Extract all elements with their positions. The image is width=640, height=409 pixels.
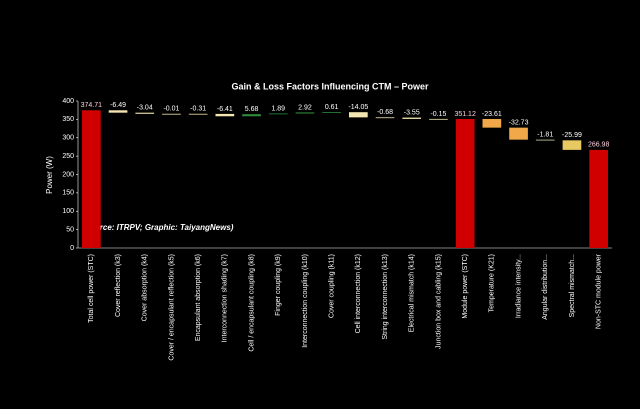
bar [375,117,395,119]
bar [322,112,341,113]
bar [108,110,128,113]
value-label: -25.99 [562,132,582,139]
value-label: 266.98 [588,142,610,149]
bar [135,112,155,114]
value-label: -3.55 [404,109,420,116]
x-tick-label: Electrical mismatch (k14) [409,254,416,332]
value-label: 351.12 [454,111,476,118]
value-label: -32.73 [509,119,529,126]
value-label: -0.31 [190,106,206,113]
bar [349,112,368,118]
y-axis-label: Power (W) [45,156,54,194]
value-label: -0.15 [430,111,446,118]
x-tick-label: Cell interconnection (k12) [355,254,362,333]
x-tick-label: Cover coupling (k11) [328,254,335,318]
x-tick-label: Non-STC module power [595,253,602,329]
bar [535,139,555,141]
value-label: 5.68 [245,106,259,113]
value-label: -0.01 [163,106,179,113]
y-tick-label: 250 [62,153,74,160]
value-label: 374.71 [81,102,103,109]
bar [509,127,528,140]
value-label: -6.41 [217,106,233,113]
y-tick-label: 200 [62,171,74,178]
y-tick-label: 300 [62,135,74,142]
value-label: -23.61 [482,111,502,118]
bar [215,113,235,117]
x-tick-label: Angular distribution... [542,254,549,320]
bar [242,114,261,117]
x-tick-label: Encapsulant absorption (k6) [195,254,202,341]
x-tick-label: String interconnection (k13) [382,254,389,340]
x-tick-label: Finger coupling (k9) [275,254,282,316]
x-tick-label: Interconnection coupling (k10) [302,254,309,348]
x-tick-label: Cover / encapsulant reflection (k5) [168,254,175,361]
chart-title: Gain & Loss Factors Influencing CTM – Po… [231,81,429,91]
bar [82,110,101,249]
value-label: 0.61 [325,104,339,111]
y-tick-label: 50 [66,226,74,233]
value-label: -6.49 [110,102,126,109]
x-tick-label: Temperature (K21) [489,254,496,312]
x-tick-label: Spectral mismatch... [569,254,576,317]
annotation: (Source: ITRPV; Graphic: TaiyangNews) [82,223,234,232]
value-label: 1.89 [271,105,285,112]
value-label: -3.04 [137,105,153,112]
x-tick-label: Cover absorption (k4) [142,254,149,321]
value-label: -14.05 [348,104,368,111]
x-tick-label: Total cell power (STC) [88,254,95,323]
value-label: 2.92 [298,104,312,111]
y-tick-label: 100 [62,208,74,215]
bar [589,149,608,248]
bar [402,117,422,119]
x-tick-label: Junction box and cabling (k15) [435,254,442,349]
bar [188,113,208,115]
bar [162,113,181,115]
bar [455,118,475,248]
bar [482,118,502,128]
bar [562,140,582,150]
x-tick-label: Cell / encapsulant coupling (k8) [248,254,255,352]
y-tick-label: 350 [62,116,74,123]
bar [429,118,448,120]
value-label: -1.81 [537,132,553,139]
x-tick-label: Module power (STC) [462,254,469,319]
x-tick-label: Cover reflection (k3) [115,254,122,317]
bar [268,113,288,115]
x-tick-label: Irradiance intensity... [515,254,522,318]
value-label: -0.68 [377,109,393,116]
y-tick-label: 150 [62,190,74,197]
y-tick-label: 0 [70,245,74,252]
bar [295,112,315,114]
y-tick-label: 400 [62,98,74,105]
x-tick-label: Interconnection shading (k7) [222,254,229,342]
